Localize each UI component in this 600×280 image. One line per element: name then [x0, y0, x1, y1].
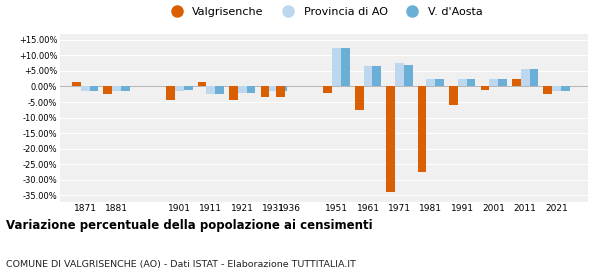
Bar	[490, 79, 498, 87]
Bar	[215, 87, 224, 94]
Bar	[418, 87, 427, 172]
Bar	[175, 87, 184, 91]
Bar	[89, 87, 98, 91]
Bar	[166, 87, 175, 101]
Bar	[121, 87, 130, 91]
Bar	[404, 65, 413, 87]
Bar	[247, 87, 256, 93]
Bar	[278, 87, 287, 91]
Bar	[294, 86, 302, 87]
Bar	[81, 87, 89, 91]
Text: Variazione percentuale della popolazione ai censimenti: Variazione percentuale della popolazione…	[6, 220, 373, 232]
Bar	[521, 69, 530, 87]
Bar	[355, 87, 364, 110]
Bar	[238, 87, 247, 93]
Bar	[467, 79, 475, 87]
Bar	[530, 69, 538, 87]
Bar	[341, 48, 350, 87]
Bar	[323, 87, 332, 93]
Bar	[386, 87, 395, 192]
Bar	[552, 87, 561, 91]
Bar	[184, 87, 193, 90]
Bar	[103, 87, 112, 94]
Bar	[544, 87, 552, 94]
Bar	[72, 82, 81, 87]
Bar	[561, 87, 570, 91]
Bar	[285, 86, 294, 87]
Bar	[449, 87, 458, 105]
Bar	[512, 79, 521, 87]
Text: COMUNE DI VALGRISENCHE (AO) - Dati ISTAT - Elaborazione TUTTITALIA.IT: COMUNE DI VALGRISENCHE (AO) - Dati ISTAT…	[6, 260, 356, 269]
Bar	[229, 87, 238, 101]
Bar	[269, 87, 278, 91]
Bar	[427, 79, 435, 87]
Bar	[498, 79, 507, 87]
Bar	[260, 87, 269, 97]
Bar	[112, 87, 121, 91]
Bar	[276, 87, 285, 97]
Bar	[458, 79, 467, 87]
Bar	[395, 63, 404, 87]
Bar	[435, 79, 444, 87]
Bar	[481, 87, 490, 90]
Bar	[197, 82, 206, 87]
Legend: Valgrisenche, Provincia di AO, V. d'Aosta: Valgrisenche, Provincia di AO, V. d'Aost…	[161, 2, 487, 21]
Bar	[332, 48, 341, 87]
Bar	[206, 87, 215, 94]
Bar	[373, 66, 381, 87]
Bar	[364, 66, 373, 87]
